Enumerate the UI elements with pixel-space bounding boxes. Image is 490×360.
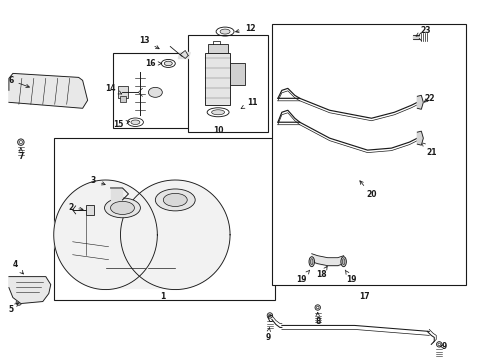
Text: 9: 9	[440, 342, 446, 351]
Text: 22: 22	[424, 94, 435, 103]
Text: 16: 16	[145, 59, 162, 68]
Bar	[121, 96, 126, 102]
Text: 1: 1	[160, 292, 165, 301]
Ellipse shape	[309, 257, 315, 267]
Bar	[205, 54, 230, 105]
Ellipse shape	[18, 93, 24, 99]
Ellipse shape	[148, 87, 162, 97]
Ellipse shape	[438, 343, 441, 346]
Polygon shape	[111, 188, 122, 200]
Polygon shape	[121, 180, 230, 289]
Ellipse shape	[131, 120, 140, 125]
Ellipse shape	[16, 300, 22, 305]
Text: 23: 23	[416, 26, 431, 36]
Text: 2: 2	[68, 203, 83, 212]
Text: 13: 13	[139, 36, 159, 49]
Text: 6: 6	[8, 76, 29, 87]
Bar	[113, 54, 190, 128]
Bar	[188, 35, 268, 132]
Ellipse shape	[212, 110, 224, 115]
Polygon shape	[105, 270, 175, 288]
Ellipse shape	[155, 189, 195, 211]
Text: 8: 8	[315, 312, 320, 326]
Ellipse shape	[311, 259, 313, 265]
Text: 7: 7	[18, 148, 24, 161]
Text: 3: 3	[91, 176, 105, 185]
Ellipse shape	[437, 342, 442, 347]
Polygon shape	[417, 95, 423, 109]
Ellipse shape	[70, 97, 75, 103]
Bar	[272, 24, 466, 285]
Bar	[86, 205, 94, 215]
Ellipse shape	[18, 301, 20, 304]
Text: 10: 10	[213, 126, 223, 135]
Ellipse shape	[269, 314, 271, 317]
Ellipse shape	[104, 198, 141, 218]
Text: 12: 12	[236, 24, 255, 33]
Bar	[119, 86, 128, 98]
Polygon shape	[414, 35, 419, 39]
Ellipse shape	[267, 313, 272, 318]
Ellipse shape	[18, 139, 24, 145]
Ellipse shape	[163, 193, 187, 207]
Text: 19: 19	[296, 270, 310, 284]
Text: 14: 14	[105, 84, 122, 94]
Text: 15: 15	[113, 120, 130, 129]
Text: 17: 17	[359, 292, 370, 301]
Polygon shape	[54, 180, 157, 289]
Polygon shape	[417, 131, 423, 145]
Ellipse shape	[164, 61, 172, 66]
Ellipse shape	[20, 141, 23, 144]
Text: 11: 11	[241, 98, 257, 108]
Text: 21: 21	[422, 143, 437, 157]
Bar	[54, 138, 275, 300]
Ellipse shape	[111, 201, 134, 215]
Polygon shape	[9, 73, 88, 108]
Text: 9: 9	[265, 327, 270, 342]
Ellipse shape	[315, 305, 320, 310]
Text: 20: 20	[360, 181, 377, 199]
Ellipse shape	[341, 257, 346, 267]
Text: 4: 4	[12, 260, 24, 274]
Text: 18: 18	[317, 266, 327, 279]
Bar	[208, 44, 228, 54]
Ellipse shape	[220, 29, 230, 34]
Text: 5: 5	[8, 303, 19, 314]
Ellipse shape	[317, 306, 319, 309]
Ellipse shape	[28, 282, 34, 288]
Polygon shape	[9, 276, 51, 303]
Ellipse shape	[343, 259, 345, 265]
Text: 19: 19	[345, 270, 357, 284]
Bar	[230, 63, 245, 85]
Polygon shape	[178, 53, 190, 58]
